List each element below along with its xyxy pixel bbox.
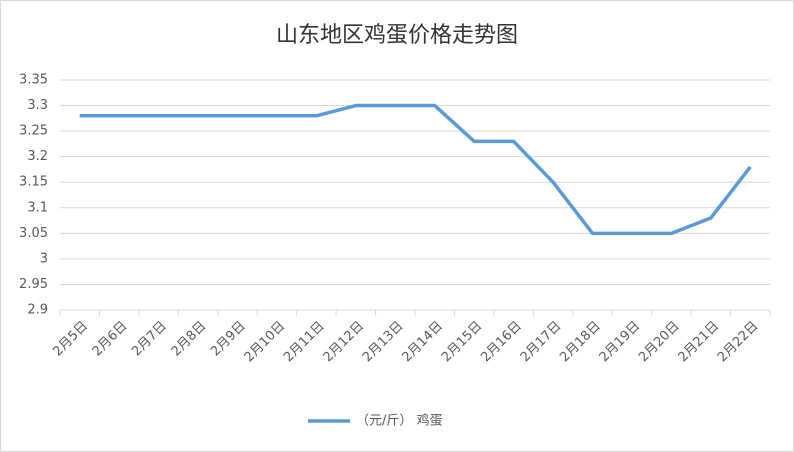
y-tick-label: 3.1 [27,200,48,215]
y-tick-label: 3.3 [27,98,48,113]
line [79,103,752,236]
legend-label: （元/斤） 鸡蛋 [356,413,443,429]
y-tick-label: 2.95 [19,277,48,292]
y-tick-label: 3.2 [27,149,48,164]
y-tick-label: 3 [40,251,48,266]
y-tick-label: 3.35 [19,73,48,88]
chart-title: 山东地区鸡蛋价格走势图 [276,23,518,48]
y-tick-label: 3.15 [19,175,48,190]
y-tick-label: 3.25 [19,124,48,139]
y-tick-label: 2.9 [27,303,48,318]
y-tick-label: 3.05 [19,226,48,241]
